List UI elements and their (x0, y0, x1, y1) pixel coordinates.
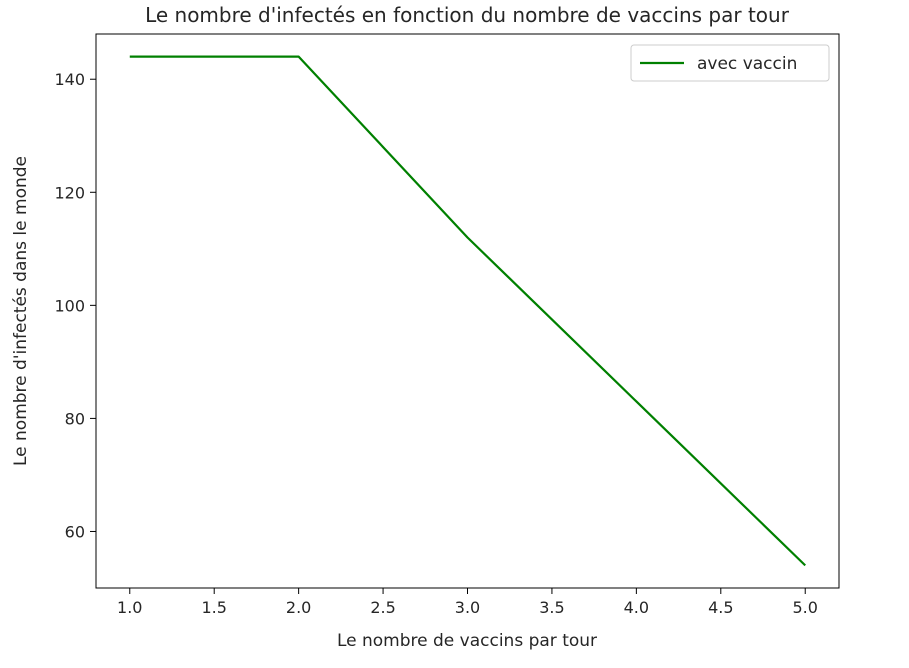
y-tick-label: 60 (65, 522, 85, 541)
x-axis: 1.0 1.5 2.0 2.5 3.0 3.5 4.0 4.5 5.0 (117, 588, 818, 617)
x-tick-label: 2.0 (286, 598, 311, 617)
x-tick-label: 2.5 (370, 598, 395, 617)
legend-box (630, 44, 830, 82)
x-tick-label: 4.5 (708, 598, 733, 617)
y-tick-label: 80 (65, 409, 85, 428)
x-tick-label: 5.0 (793, 598, 818, 617)
y-axis-label: Le nombre d'infectés dans le monde (11, 156, 31, 466)
x-tick-label: 3.0 (455, 598, 480, 617)
y-tick-label: 140 (54, 70, 85, 89)
x-tick-label: 1.0 (117, 598, 142, 617)
series-layer (129, 55, 806, 567)
x-tick-label: 4.0 (624, 598, 649, 617)
series-line (129, 55, 806, 567)
y-tick-label: 100 (54, 296, 85, 315)
chart-title: Le nombre d'infectés en fonction du nomb… (145, 3, 790, 27)
plot-area (95, 33, 840, 589)
legend-label: avec vaccin (697, 54, 797, 74)
y-tick-label: 120 (54, 183, 85, 202)
x-tick-label: 3.5 (539, 598, 564, 617)
y-axis: 60 80 100 120 140 (54, 70, 96, 541)
legend: avec vaccin (630, 44, 830, 82)
x-tick-label: 1.5 (201, 598, 226, 617)
x-axis-label: Le nombre de vaccins par tour (337, 631, 597, 651)
